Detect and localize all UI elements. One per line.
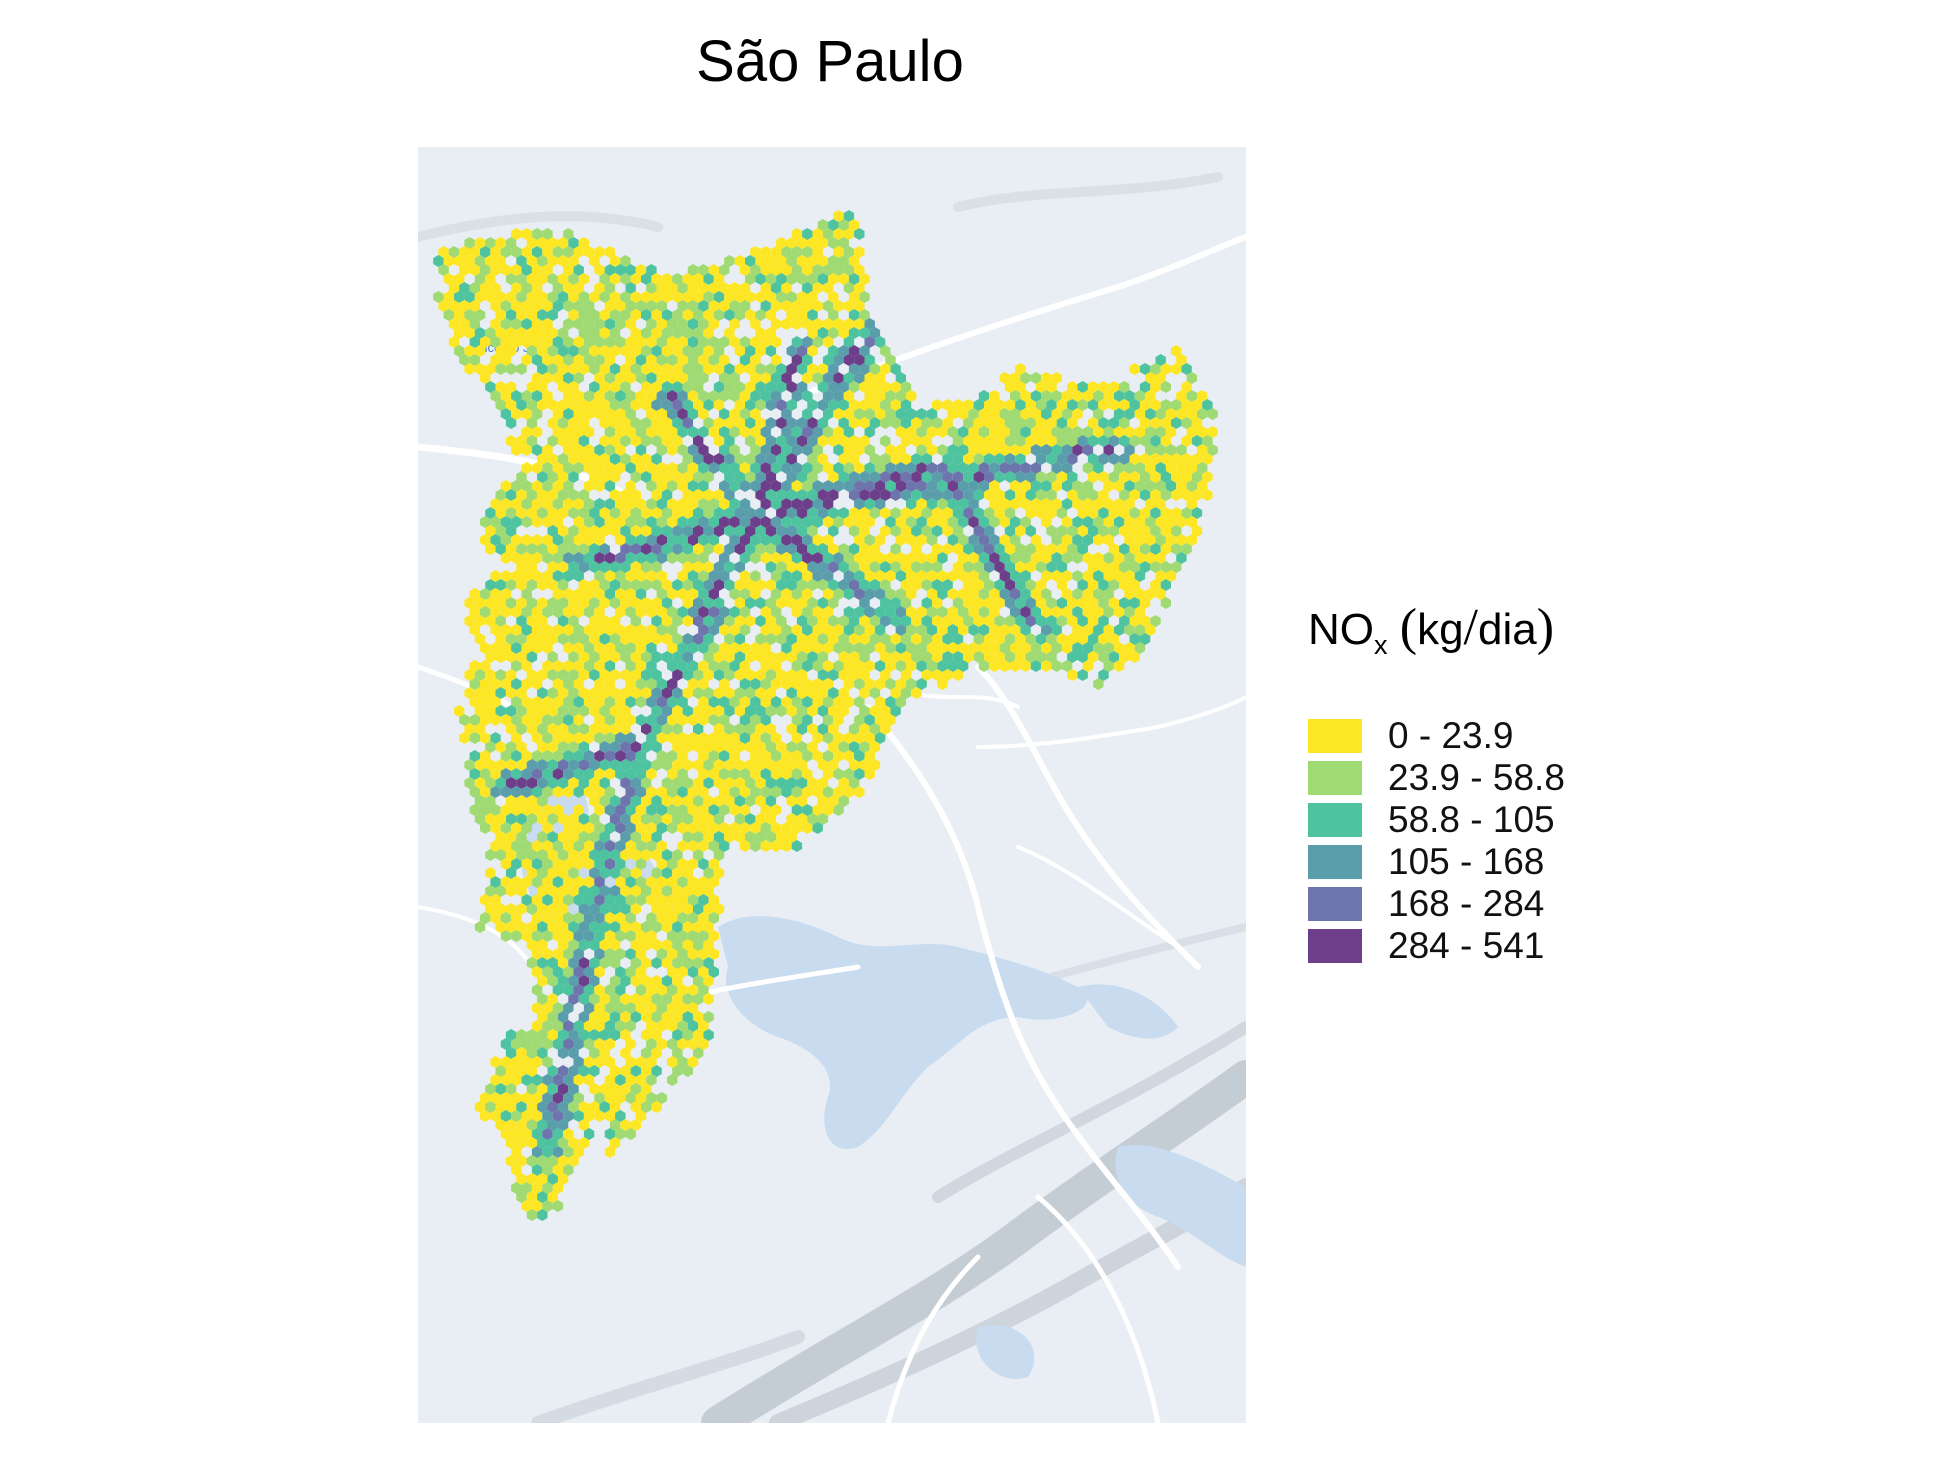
- legend-title: NOx (kg/dia): [1308, 598, 1608, 661]
- legend-title-unit: kg: [1417, 605, 1464, 654]
- legend-label: 0 - 23.9: [1388, 715, 1514, 756]
- legend-item: 105 - 168: [1308, 841, 1608, 883]
- legend-title-close: ): [1536, 599, 1555, 656]
- legend-title-slash: /: [1463, 599, 1478, 656]
- legend-items: 0 - 23.9 23.9 - 58.8 58.8 - 105 105 - 168 16…: [1308, 715, 1608, 967]
- legend: NOx (kg/dia) 0 - 23.9 23.9 - 58.8 58.8 - 1…: [1308, 598, 1608, 967]
- legend-item: 23.9 - 58.8: [1308, 757, 1608, 799]
- legend-item: 168 - 284: [1308, 883, 1608, 925]
- legend-label: 105 - 168: [1388, 841, 1545, 882]
- legend-item: 0 - 23.9: [1308, 715, 1608, 757]
- map-title: São Paulo: [696, 29, 964, 94]
- legend-title-unit2: dia: [1478, 605, 1537, 654]
- legend-item: 58.8 - 105: [1308, 799, 1608, 841]
- legend-title-sub: x: [1374, 630, 1388, 660]
- legend-label: 23.9 - 58.8: [1388, 757, 1565, 798]
- legend-label: 168 - 284: [1388, 883, 1545, 924]
- basemap[interactable]: Pico do Jar: [418, 147, 1246, 1423]
- legend-swatch: [1308, 761, 1362, 795]
- terrain-shading: [418, 172, 1246, 1423]
- legend-swatch: [1308, 803, 1362, 837]
- legend-title-open: (: [1399, 599, 1418, 656]
- legend-swatch: [1308, 719, 1362, 753]
- legend-label: 58.8 - 105: [1388, 799, 1555, 840]
- legend-label: 284 - 541: [1388, 925, 1545, 966]
- legend-swatch: [1308, 887, 1362, 921]
- legend-title-main: NO: [1308, 605, 1374, 654]
- emission-grid: [433, 210, 1218, 1221]
- legend-swatch: [1308, 929, 1362, 963]
- legend-swatch: [1308, 845, 1362, 879]
- legend-item: 284 - 541: [1308, 925, 1608, 967]
